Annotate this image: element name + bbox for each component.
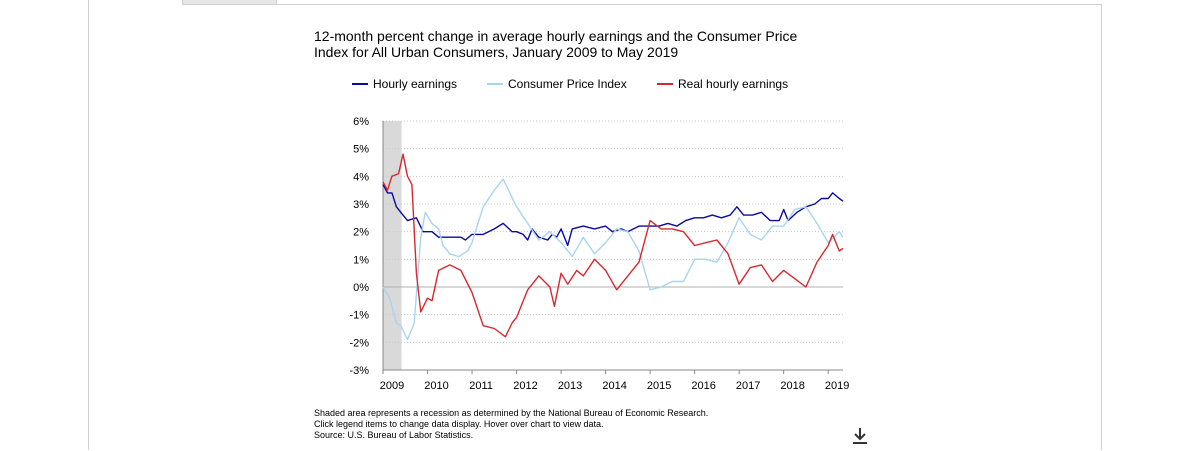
- x-tick-label: 2017: [736, 380, 760, 392]
- recession-shading: [383, 121, 402, 370]
- y-tick-label: 6%: [353, 116, 369, 128]
- chart-title: 12-month percent change in average hourl…: [314, 28, 798, 60]
- legend-label: Consumer Price Index: [508, 77, 627, 91]
- download-button[interactable]: [850, 426, 870, 446]
- y-tick-label: 0%: [353, 282, 369, 294]
- x-tick-label: 2012: [513, 380, 537, 392]
- x-tick-label: 2019: [825, 380, 849, 392]
- x-tick-label: 2010: [424, 380, 448, 392]
- x-tick-label: 2016: [691, 380, 715, 392]
- page-frame-left: [88, 0, 89, 450]
- download-icon: [853, 428, 867, 444]
- series-line-hourly-earnings-line: [382, 184, 844, 247]
- note-source: Source: U.S. Bureau of Labor Statistics.: [314, 430, 474, 440]
- y-tick-label: 5%: [353, 144, 369, 156]
- x-tick-label: 2013: [558, 380, 582, 392]
- legend-swatch: [487, 83, 503, 85]
- tab-stub[interactable]: [182, 0, 277, 5]
- y-tick-label: 4%: [353, 171, 369, 183]
- legend-label: Real hourly earnings: [678, 77, 789, 91]
- legend-swatch: [352, 83, 368, 85]
- x-tick-label: 2011: [469, 380, 493, 392]
- chart-notes: Shaded area represents a recession as de…: [314, 408, 708, 441]
- y-tick-label: -1%: [349, 310, 369, 322]
- page-frame-right: [1101, 5, 1102, 450]
- x-tick-label: 2015: [647, 380, 671, 392]
- y-tick-label: 3%: [353, 199, 369, 211]
- x-tick-label: 2018: [780, 380, 804, 392]
- series-line-real-hourly-earnings-line: [382, 153, 844, 338]
- y-tick-label: 1%: [353, 254, 369, 266]
- y-tick-label: -3%: [349, 365, 369, 377]
- y-tick-label: 2%: [353, 227, 369, 239]
- legend-swatch: [657, 83, 673, 85]
- y-tick-label: -2%: [349, 337, 369, 349]
- line-chart[interactable]: 6% 5% 4% 3% 2% 1% 0% -1% -2% -3% 2009 2010 2011 2012 2…: [330, 110, 860, 400]
- x-tick-label: 2014: [602, 380, 626, 392]
- note-recession: Shaded area represents a recession as de…: [314, 408, 709, 418]
- series-line-cpi-line: [382, 178, 844, 341]
- legend-label: Hourly earnings: [373, 77, 458, 91]
- note-instructions: Click legend items to change data displa…: [314, 419, 604, 429]
- page-frame-top: [182, 4, 1102, 5]
- x-tick-label: 2009: [380, 380, 404, 392]
